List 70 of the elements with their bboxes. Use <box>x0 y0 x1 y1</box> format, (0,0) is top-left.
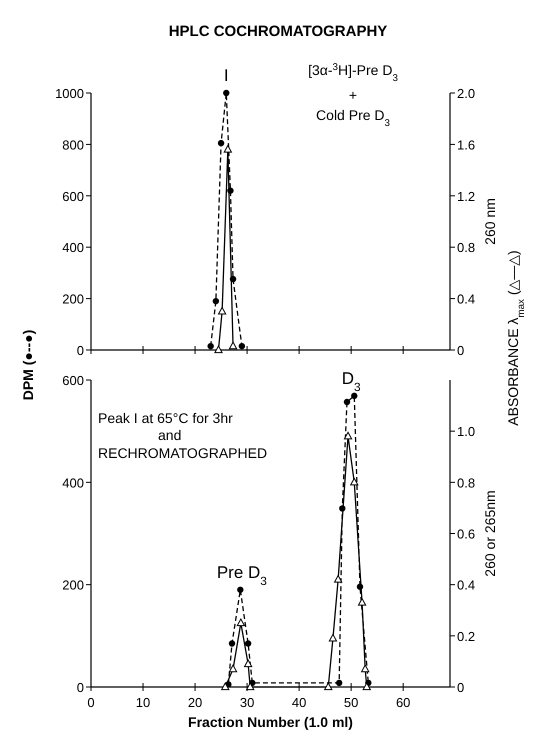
point <box>218 140 224 146</box>
y-tick-label: 1000 <box>55 86 84 101</box>
y2-tick-label: 0.4 <box>457 292 476 307</box>
point <box>246 682 254 690</box>
x-tick-label: 20 <box>188 695 202 710</box>
y2-tick-label: 2.0 <box>457 86 476 101</box>
y2-tick-label: 0 <box>457 343 464 358</box>
y2-tick-label: 1.2 <box>457 188 476 204</box>
point <box>228 640 236 647</box>
point <box>328 634 338 642</box>
point <box>207 342 214 350</box>
annotation: Peak I at 65°C for 3hr <box>98 410 234 426</box>
x-tick-label: 0 <box>87 695 95 710</box>
point <box>228 342 238 350</box>
point <box>351 392 358 400</box>
annotation: RECHROMATOGRAPHED <box>98 445 268 461</box>
y-tick-label: 0 <box>76 680 84 695</box>
y-tick-label: 0 <box>76 343 84 358</box>
y2-tick-label: 0 <box>457 680 464 695</box>
point <box>214 346 223 354</box>
y-tick-label: 600 <box>62 373 84 388</box>
point <box>218 306 226 315</box>
y-tick-label: 400 <box>62 475 84 490</box>
point <box>238 342 246 350</box>
point <box>361 664 370 672</box>
point <box>236 618 245 626</box>
y-tick-label: 200 <box>62 578 84 593</box>
y-axis-title: DPM (●--●) <box>20 330 36 400</box>
point <box>334 575 342 583</box>
annotation: Cold Pre D$_{3}$ <box>316 107 391 128</box>
y-tick-label: 200 <box>62 292 84 307</box>
point <box>221 682 230 690</box>
chart-title: HPLC COCHROMATOGRAPHY <box>168 23 388 40</box>
point <box>344 432 352 440</box>
x-tick-label: 30 <box>240 695 254 710</box>
y2-tick-label: 1.0 <box>457 424 476 440</box>
y2-tick-label: 1.6 <box>457 137 476 152</box>
x-tick-label: 60 <box>396 695 410 710</box>
y2-tick-label: 0.2 <box>457 628 476 644</box>
annotation: and <box>158 427 182 443</box>
annotation: I <box>224 66 229 85</box>
annotation: Pre D$_{3}$ <box>216 562 268 588</box>
point <box>223 90 230 96</box>
point <box>244 659 252 668</box>
y2-axis-title: 260 or 265nm <box>482 490 498 577</box>
y2-axis-title: 260 nm <box>482 198 498 245</box>
point <box>228 664 238 672</box>
y2-tick-label: 0.8 <box>457 240 476 256</box>
y-tick-label: 800 <box>62 137 84 152</box>
y-tick-label: 600 <box>62 188 84 204</box>
annotation: D$_{3}$ <box>342 368 361 394</box>
x-tick-label: 50 <box>344 695 358 710</box>
point <box>336 680 342 686</box>
y2-tick-label: 0.6 <box>457 526 476 542</box>
point <box>237 586 244 593</box>
point <box>344 398 350 406</box>
text: [3α-$^{3}$H]-Pre D$_{3}$ <box>308 62 398 84</box>
x-tick-label: 10 <box>136 695 150 710</box>
point <box>224 145 232 153</box>
point <box>350 478 358 486</box>
x-tick-label: 40 <box>292 695 306 710</box>
point <box>212 298 220 304</box>
y-tick-label: 400 <box>62 240 84 256</box>
y2-tick-label: 0.4 <box>457 578 476 593</box>
annotation: + <box>348 87 358 103</box>
point <box>244 640 252 647</box>
point <box>324 682 332 690</box>
x-axis-title: Fraction Number (1.0 ml) <box>188 714 353 730</box>
point <box>358 598 366 606</box>
y2-tick-label: 0.8 <box>457 475 476 490</box>
